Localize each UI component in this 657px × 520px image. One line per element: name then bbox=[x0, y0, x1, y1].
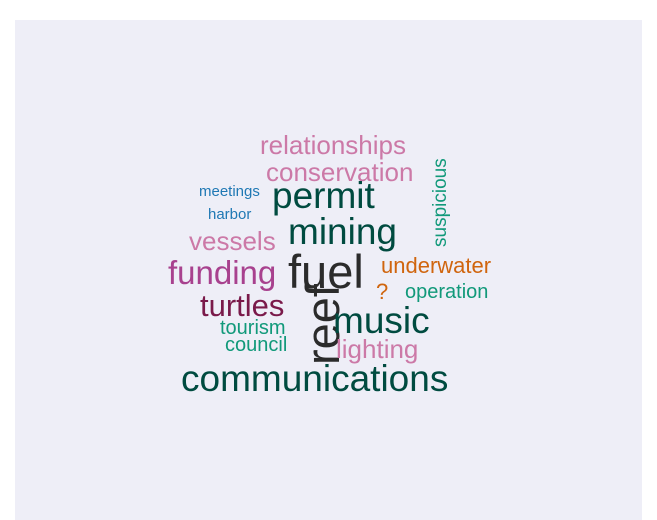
word-lighting: lighting bbox=[336, 334, 419, 364]
word-funding: funding bbox=[168, 254, 277, 291]
word-question-mark: ? bbox=[376, 279, 389, 304]
word-conservation: conservation bbox=[266, 157, 414, 187]
word-underwater: underwater bbox=[381, 253, 492, 278]
word-suspicious: suspicious bbox=[430, 158, 451, 247]
word-operation: operation bbox=[405, 281, 489, 303]
word-turtles: turtles bbox=[200, 288, 285, 323]
word-meetings: meetings bbox=[199, 183, 260, 200]
word-vessels: vessels bbox=[189, 226, 276, 256]
word-harbor: harbor bbox=[208, 206, 252, 223]
word-council: council bbox=[225, 334, 288, 356]
word-relationships: relationships bbox=[260, 130, 406, 160]
word-permit: permit bbox=[272, 175, 375, 216]
word-fuel: fuel bbox=[288, 245, 364, 298]
word-cloud-panel: relationships conservation meetings perm… bbox=[15, 20, 642, 520]
word-communications: communications bbox=[181, 358, 449, 399]
word-mining: mining bbox=[288, 211, 397, 252]
word-tourism: tourism bbox=[220, 317, 286, 339]
word-music: music bbox=[333, 300, 430, 341]
